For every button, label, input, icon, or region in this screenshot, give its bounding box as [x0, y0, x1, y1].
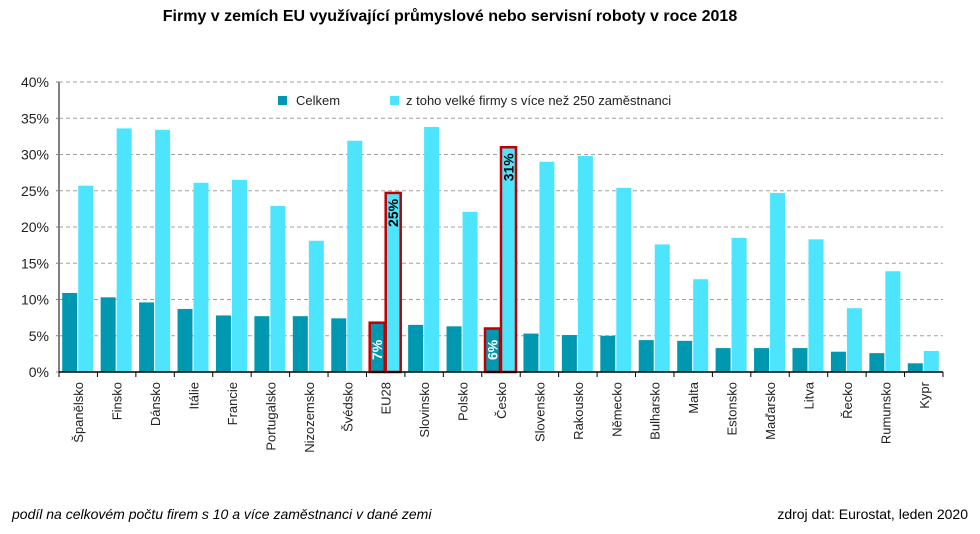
- y-tick-label: 0%: [29, 364, 49, 380]
- bar-celkem: [677, 340, 693, 372]
- y-tick-label: 25%: [21, 183, 49, 199]
- bar-velke: [462, 211, 478, 372]
- y-tick-label: 35%: [21, 110, 49, 126]
- x-tick-label: Španělsko: [71, 382, 86, 443]
- y-tick-label: 20%: [21, 219, 49, 235]
- bar-velke: [231, 179, 247, 372]
- bar-velke: [923, 350, 939, 372]
- y-tick-label: 10%: [21, 292, 49, 308]
- x-tick-label: Litva: [801, 381, 816, 409]
- bar-celkem: [331, 318, 347, 372]
- bar-celkem: [907, 363, 923, 372]
- bar-celkem: [446, 326, 462, 372]
- bar-celkem: [869, 353, 885, 372]
- bar-celkem: [408, 324, 424, 372]
- bar-velke: [308, 240, 324, 372]
- bar-celkem: [62, 292, 78, 372]
- bar-velke: [885, 271, 901, 372]
- bar-celkem: [177, 308, 193, 372]
- bars: 7% 25% 6% 31%: [62, 126, 939, 374]
- x-tick-label: Portugalsko: [263, 382, 278, 451]
- bar-celkem: [638, 340, 654, 372]
- bar-celkem: [754, 348, 770, 372]
- bar-velke: [193, 182, 209, 372]
- bar-celkem: [715, 348, 731, 372]
- bar-celkem: [561, 335, 577, 372]
- y-axis-ticks: 0% 5% 10% 15% 20% 25% 30% 35% 40%: [21, 74, 59, 380]
- bar-celkem: [830, 351, 846, 372]
- chart-title: Firmy v zemích EU využívající průmyslové…: [162, 8, 738, 25]
- x-tick-label: Finsko: [110, 382, 125, 420]
- bar-celkem: [600, 335, 616, 372]
- footnote: podíl na celkovém počtu firem s 10 a víc…: [12, 506, 432, 522]
- data-label: 25%: [385, 198, 401, 227]
- y-tick-label: 30%: [21, 147, 49, 163]
- x-tick-label: Polsko: [456, 382, 471, 421]
- y-tick-label: 5%: [29, 328, 49, 344]
- bar-celkem: [792, 348, 808, 372]
- x-tick-label: Itálie: [187, 382, 202, 409]
- bar-velke: [78, 185, 94, 372]
- bar-velke: [577, 155, 593, 372]
- legend-label-velke: z toho velké firmy s více než 250 zaměst…: [406, 93, 671, 108]
- bar-velke: [846, 308, 862, 372]
- x-tick-label: Dánsko: [148, 382, 163, 426]
- bar-velke: [808, 239, 824, 372]
- x-tick-label: Slovinsko: [417, 382, 432, 438]
- bar-celkem: [100, 297, 116, 372]
- bar-velke: [731, 237, 747, 372]
- legend-swatch-celkem: [278, 96, 287, 105]
- x-tick-label: Maďarsko: [763, 382, 778, 440]
- x-tick-label: Bulharsko: [648, 382, 663, 440]
- bar-velke: [116, 128, 132, 372]
- x-axis: Španělsko Finsko Dánsko Itálie Francie Portug…: [58, 82, 944, 453]
- bar-celkem: [292, 316, 308, 372]
- bar-velke: [424, 126, 440, 372]
- x-tick-label: Řecko: [840, 382, 855, 419]
- x-tick-label: Švédsko: [340, 382, 355, 432]
- y-tick-label: 15%: [21, 255, 49, 271]
- bar-velke: [770, 192, 786, 372]
- bar-celkem: [215, 315, 231, 372]
- x-tick-label: Rumunsko: [878, 382, 893, 444]
- x-tick-label: Kypr: [917, 381, 932, 408]
- data-label: 31%: [501, 153, 517, 182]
- bar-velke: [693, 279, 709, 372]
- bar-celkem: [254, 316, 270, 372]
- legend: Celkem z toho velké firmy s více než 250…: [278, 93, 671, 108]
- x-tick-label: Estonsko: [725, 382, 740, 435]
- bar-velke: [270, 205, 286, 372]
- y-tick-label: 40%: [21, 74, 49, 90]
- data-label: 7%: [369, 339, 385, 360]
- legend-label-celkem: Celkem: [296, 93, 340, 108]
- legend-swatch-velke: [390, 96, 399, 105]
- bar-celkem: [139, 302, 155, 372]
- x-tick-label: Německo: [609, 382, 624, 437]
- x-tick-label: Rakousko: [571, 382, 586, 440]
- x-tick-label: Česko: [494, 382, 509, 419]
- x-tick-label: EU28: [379, 382, 394, 415]
- data-label: 6%: [485, 339, 501, 360]
- x-tick-label: Slovensko: [532, 382, 547, 442]
- bar-velke: [539, 161, 555, 372]
- bar-velke: [347, 140, 363, 372]
- x-tick-label: Francie: [225, 382, 240, 425]
- bar-velke: [155, 129, 171, 372]
- source-note: zdroj dat: Eurostat, leden 2020: [777, 506, 968, 522]
- bar-chart: 0% 5% 10% 15% 20% 25% 30% 35% 40% 7% 25% 6% 31% Špa…: [21, 74, 944, 453]
- bar-velke: [616, 187, 632, 372]
- x-tick-label: Nizozemsko: [302, 382, 317, 453]
- bar-celkem: [523, 333, 539, 372]
- x-tick-label: Malta: [686, 381, 701, 414]
- bar-velke: [654, 244, 670, 372]
